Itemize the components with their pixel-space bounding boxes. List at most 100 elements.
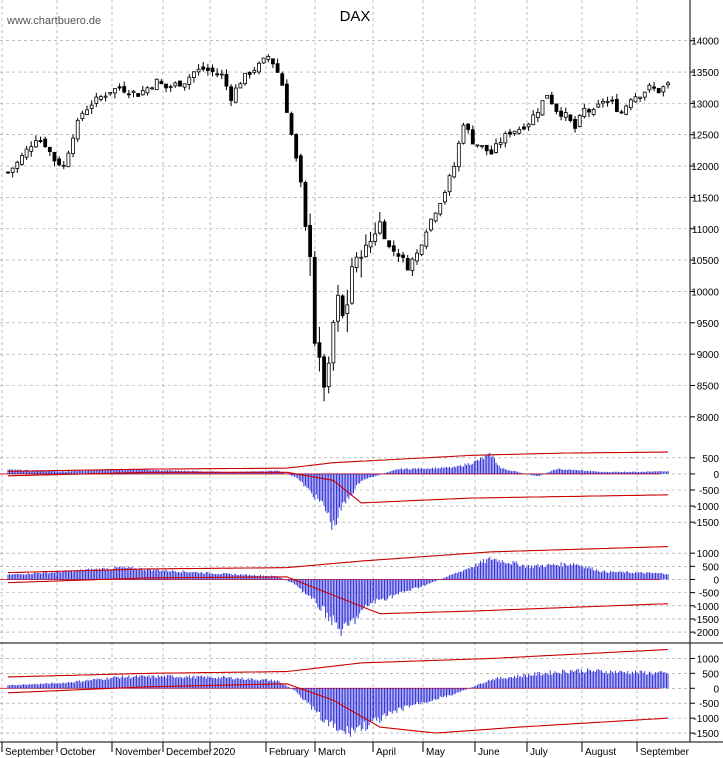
candle-body xyxy=(173,82,178,87)
x-tick-label: November xyxy=(115,747,162,758)
candle-body xyxy=(545,95,550,99)
x-tick-label: 2020 xyxy=(213,747,236,758)
candle-body xyxy=(275,63,280,73)
candle-body xyxy=(75,119,80,140)
candle-body xyxy=(80,112,85,120)
candle-body xyxy=(224,73,229,87)
x-tick-label: May xyxy=(426,747,445,758)
y-tick-label: 500 xyxy=(702,669,719,680)
candle-body xyxy=(43,138,48,148)
candle-body xyxy=(573,118,577,129)
candle-body xyxy=(661,86,666,93)
candle-body xyxy=(266,56,271,60)
candle-body xyxy=(196,68,201,73)
candle-body xyxy=(131,90,136,93)
candle-body xyxy=(38,140,43,143)
candle-body xyxy=(563,112,568,118)
y-tick-label: 8500 xyxy=(697,381,720,392)
candle-body xyxy=(638,96,643,99)
candle-body xyxy=(20,155,24,165)
indicator-panel-2 xyxy=(0,546,669,637)
y-tick-label: 12000 xyxy=(691,162,719,173)
candle-body xyxy=(303,182,308,227)
candle-body xyxy=(136,93,141,97)
y-tick-label: 0 xyxy=(713,684,719,695)
candle-body xyxy=(154,78,159,91)
candle-body xyxy=(340,295,345,317)
x-tick-label: June xyxy=(478,747,500,758)
candle-body xyxy=(587,109,591,113)
candle-body xyxy=(66,152,71,168)
candle-body xyxy=(247,72,252,75)
candle-body xyxy=(554,103,559,112)
candle-body xyxy=(238,83,243,89)
candle-body xyxy=(433,212,438,222)
y-tick-label: -2000 xyxy=(693,628,719,639)
candle-body xyxy=(656,87,661,94)
candle-body xyxy=(368,241,373,248)
candle-body xyxy=(438,203,443,215)
candle-body xyxy=(150,87,154,90)
y-tick-label: 9500 xyxy=(697,319,720,330)
candle-body xyxy=(326,362,331,388)
candle-body xyxy=(452,165,457,178)
candle-body xyxy=(145,87,150,94)
candle-body xyxy=(294,134,299,159)
candle-body xyxy=(229,86,233,101)
candle-body xyxy=(331,321,336,364)
candle-body xyxy=(312,256,317,344)
candle-body xyxy=(257,62,261,73)
candle-body xyxy=(322,356,326,388)
candle-body xyxy=(415,252,419,262)
candle-body xyxy=(94,96,99,104)
upper-band-line xyxy=(7,648,669,678)
candle-body xyxy=(284,83,289,113)
candle-body xyxy=(456,142,461,168)
candle-body xyxy=(628,99,633,109)
x-tick-label: April xyxy=(376,747,396,758)
y-tick-label: 9000 xyxy=(697,350,720,361)
candle-body xyxy=(210,67,215,73)
x-tick-label: September xyxy=(5,747,55,758)
candle-body xyxy=(466,123,471,130)
candle-body xyxy=(480,145,484,147)
y-tick-label: 1000 xyxy=(697,654,720,665)
candle-body xyxy=(47,147,52,153)
candle-body xyxy=(24,148,29,158)
candle-body xyxy=(577,115,582,127)
candle-body xyxy=(610,99,615,102)
candle-body xyxy=(243,72,247,85)
y-tick-label: -1000 xyxy=(693,502,719,513)
candle-body xyxy=(549,94,554,105)
y-tick-label: 500 xyxy=(702,454,719,465)
candle-body xyxy=(261,57,266,64)
candle-body xyxy=(522,126,526,130)
candle-body xyxy=(568,114,573,122)
x-tick-label: August xyxy=(585,747,616,758)
candle-body xyxy=(424,231,429,247)
y-tick-label: 11000 xyxy=(692,225,720,236)
candle-body xyxy=(192,71,196,78)
y-tick-label: -500 xyxy=(699,486,719,497)
candle-body xyxy=(126,93,131,96)
x-tick-label: March xyxy=(318,747,346,758)
candle-body xyxy=(201,66,206,70)
candle-body xyxy=(373,233,378,242)
candle-body xyxy=(666,82,670,86)
lower-band-line xyxy=(7,683,669,734)
candle-body xyxy=(122,86,127,93)
candle-body xyxy=(308,224,313,257)
candle-body xyxy=(642,91,647,98)
candle-body xyxy=(387,240,392,248)
y-tick-label: 12500 xyxy=(691,131,719,142)
x-tick-label: July xyxy=(530,747,548,758)
y-tick-label: -1000 xyxy=(693,714,719,725)
candle-body xyxy=(52,151,57,162)
candle-body xyxy=(168,86,173,88)
candle-body xyxy=(29,146,34,152)
lower-band-line xyxy=(7,576,669,615)
y-tick-label: -1500 xyxy=(693,615,719,626)
candle-body xyxy=(363,244,368,258)
